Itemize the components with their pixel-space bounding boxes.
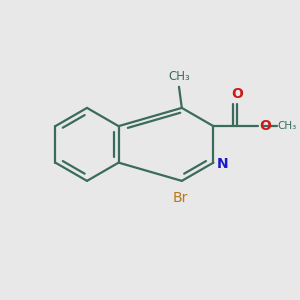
- Text: CH₃: CH₃: [168, 70, 190, 83]
- Text: O: O: [231, 87, 243, 101]
- Text: CH₃: CH₃: [278, 121, 297, 131]
- Text: Br: Br: [173, 191, 188, 205]
- Text: N: N: [217, 157, 228, 171]
- Text: O: O: [260, 119, 272, 133]
